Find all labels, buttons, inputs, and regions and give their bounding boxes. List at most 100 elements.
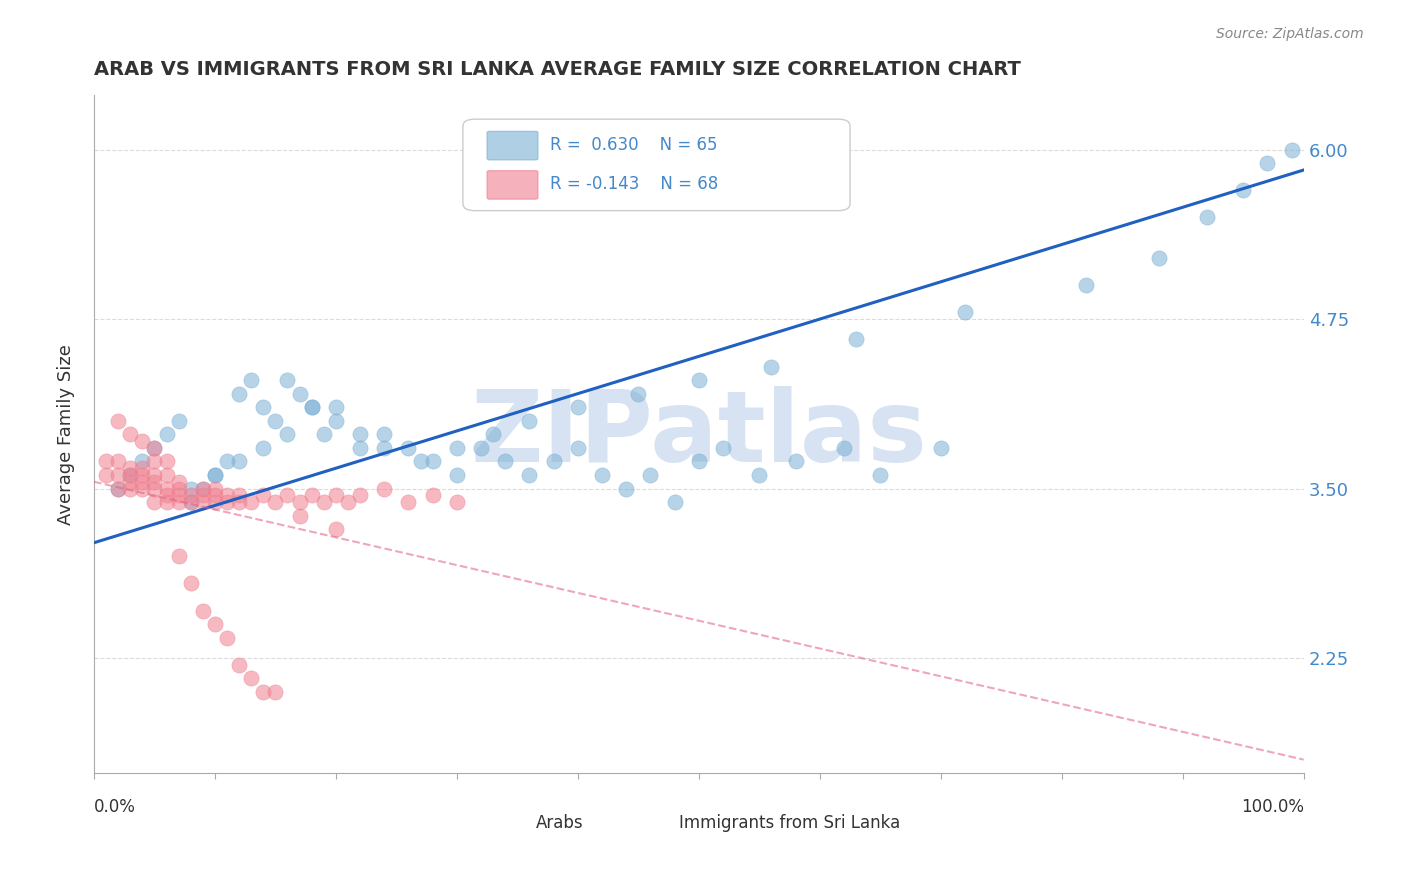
Point: [325, 488, 347, 502]
Point: [398, 495, 420, 509]
Point: [252, 441, 274, 455]
Point: [953, 305, 976, 319]
Point: [688, 454, 710, 468]
Point: [252, 685, 274, 699]
Point: [482, 427, 505, 442]
Point: [120, 467, 142, 482]
Point: [143, 495, 166, 509]
Point: [167, 495, 190, 509]
Text: Immigrants from Sri Lanka: Immigrants from Sri Lanka: [679, 814, 900, 832]
Point: [228, 495, 250, 509]
Point: [422, 488, 444, 502]
Text: R = -0.143    N = 68: R = -0.143 N = 68: [550, 175, 718, 194]
FancyBboxPatch shape: [513, 790, 548, 819]
Point: [288, 495, 311, 509]
Text: 100.0%: 100.0%: [1240, 797, 1303, 815]
Point: [398, 441, 420, 455]
Point: [191, 482, 214, 496]
Point: [120, 427, 142, 442]
Point: [204, 617, 226, 632]
Point: [832, 441, 855, 455]
Point: [155, 427, 177, 442]
Point: [228, 488, 250, 502]
Point: [446, 441, 468, 455]
Point: [785, 454, 807, 468]
Point: [155, 495, 177, 509]
Point: [409, 454, 432, 468]
Point: [312, 495, 335, 509]
Point: [167, 549, 190, 564]
Point: [204, 495, 226, 509]
Point: [349, 488, 371, 502]
Point: [640, 467, 662, 482]
Point: [131, 434, 153, 448]
Point: [155, 467, 177, 482]
Point: [107, 467, 129, 482]
Point: [180, 576, 202, 591]
Point: [143, 467, 166, 482]
Point: [191, 482, 214, 496]
Point: [264, 495, 287, 509]
Point: [120, 475, 142, 489]
Point: [1281, 143, 1303, 157]
Point: [336, 495, 359, 509]
Text: Arabs: Arabs: [536, 814, 583, 832]
Point: [215, 488, 238, 502]
Point: [143, 454, 166, 468]
Point: [301, 401, 323, 415]
Point: [470, 441, 492, 455]
Point: [107, 482, 129, 496]
Point: [191, 488, 214, 502]
Point: [288, 386, 311, 401]
Point: [240, 373, 263, 387]
Point: [312, 427, 335, 442]
Point: [276, 488, 298, 502]
FancyBboxPatch shape: [658, 790, 695, 819]
Point: [120, 467, 142, 482]
Point: [107, 454, 129, 468]
Point: [1195, 211, 1218, 225]
Point: [94, 454, 117, 468]
Point: [494, 454, 516, 468]
Point: [143, 441, 166, 455]
Point: [1074, 278, 1097, 293]
Point: [373, 482, 395, 496]
FancyBboxPatch shape: [463, 120, 851, 211]
Point: [180, 488, 202, 502]
Point: [204, 467, 226, 482]
Point: [215, 631, 238, 645]
Point: [240, 671, 263, 685]
Y-axis label: Average Family Size: Average Family Size: [58, 344, 75, 524]
Point: [688, 373, 710, 387]
Point: [191, 495, 214, 509]
Point: [761, 359, 783, 374]
Point: [325, 401, 347, 415]
Point: [446, 495, 468, 509]
Point: [373, 441, 395, 455]
Point: [276, 427, 298, 442]
Point: [276, 373, 298, 387]
Point: [155, 482, 177, 496]
Point: [614, 482, 637, 496]
Point: [869, 467, 891, 482]
Point: [131, 454, 153, 468]
Point: [748, 467, 770, 482]
Text: Source: ZipAtlas.com: Source: ZipAtlas.com: [1216, 27, 1364, 41]
Point: [167, 414, 190, 428]
Point: [204, 482, 226, 496]
Point: [143, 475, 166, 489]
Point: [567, 441, 589, 455]
Point: [180, 495, 202, 509]
Point: [252, 401, 274, 415]
Point: [845, 333, 868, 347]
Point: [519, 467, 541, 482]
Point: [446, 467, 468, 482]
Point: [107, 414, 129, 428]
Point: [301, 401, 323, 415]
Point: [325, 522, 347, 536]
FancyBboxPatch shape: [486, 170, 538, 199]
Point: [155, 454, 177, 468]
Point: [215, 454, 238, 468]
Point: [131, 461, 153, 475]
Point: [120, 482, 142, 496]
